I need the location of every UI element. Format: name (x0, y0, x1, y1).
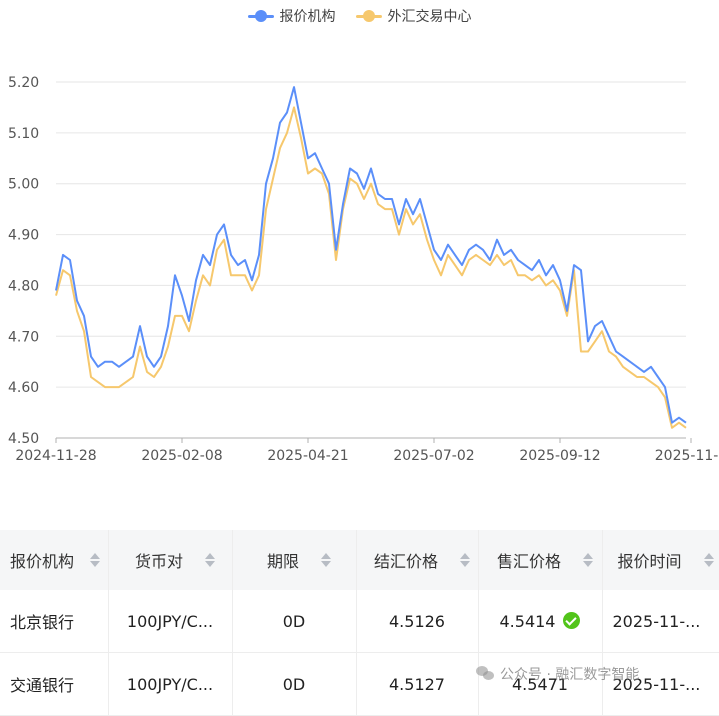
sort-icon[interactable] (703, 553, 714, 567)
header-org-label: 报价机构 (10, 552, 75, 571)
y-tick-label: 4.70 (8, 329, 39, 345)
cell-term: 0D (232, 590, 357, 653)
series-line-bank (55, 86, 687, 424)
header-sell-label: 售汇价格 (496, 552, 561, 571)
cell-sell-value: 4.5414 (499, 611, 556, 631)
cell-org: 交通银行 (0, 652, 109, 716)
sort-icon[interactable] (321, 553, 331, 567)
header-term[interactable]: 期限 (232, 530, 357, 590)
header-buy-label: 结汇价格 (373, 552, 438, 571)
x-tick-label: 2024-11-28 (15, 448, 96, 464)
legend-item-series2[interactable]: 外汇交易中心 (355, 6, 472, 26)
chart-area: 报价机构 外汇交易中心 5.20 5.10 5.00 4.90 4.80 4.70 4.60… (0, 6, 719, 464)
legend-label-series2: 外汇交易中心 (387, 9, 472, 25)
y-tick-label: 5.20 (8, 75, 39, 91)
sort-icon[interactable] (205, 553, 215, 567)
cell-buy: 4.5127 (356, 652, 479, 716)
header-term-label: 期限 (266, 552, 299, 571)
y-tick-label: 4.50 (8, 431, 39, 447)
cell-pair: 100JPY/C... (108, 590, 233, 653)
chart-legend: 报价机构 外汇交易中心 (0, 6, 719, 26)
cell-org: 北京银行 (0, 590, 109, 653)
table-header-row: 报价机构 货币对 期限 结汇价格 售汇价格 报价时间 (0, 530, 719, 590)
y-tick-label: 4.80 (8, 278, 39, 294)
y-tick-label: 5.10 (8, 126, 39, 142)
x-tick-label: 2025-11-2 (655, 448, 719, 464)
header-org[interactable]: 报价机构 (0, 530, 109, 590)
series-line-cfets (55, 106, 687, 429)
legend-swatch-series1 (247, 10, 274, 22)
sort-icon[interactable] (583, 553, 593, 567)
x-tick-label: 2025-07-02 (393, 448, 474, 464)
x-tick-label: 2025-09-12 (519, 448, 600, 464)
x-tick-label: 2025-02-08 (141, 448, 222, 464)
check-icon (563, 611, 581, 629)
table-row[interactable]: 交通银行 100JPY/C... 0D 4.5127 4.5471 2025-1… (0, 652, 719, 716)
header-buy[interactable]: 结汇价格 (356, 530, 479, 590)
line-chart: 5.20 5.10 5.00 4.90 4.80 4.70 4.60 4.502024-11-… (8, 75, 719, 464)
header-time-label: 报价时间 (617, 552, 682, 571)
legend-label-series1: 报价机构 (279, 9, 336, 25)
sort-icon[interactable] (89, 553, 100, 567)
cell-buy: 4.5126 (356, 590, 479, 653)
header-sell[interactable]: 售汇价格 (478, 530, 603, 590)
y-tick-label: 4.60 (8, 380, 39, 396)
cell-time: 2025-11-... (602, 590, 719, 653)
header-time[interactable]: 报价时间 (602, 530, 719, 590)
header-pair[interactable]: 货币对 (108, 530, 233, 590)
legend-swatch-series2 (355, 10, 382, 22)
cell-term: 0D (232, 652, 357, 716)
x-tick-label: 2025-04-21 (267, 448, 348, 464)
table-row[interactable]: 北京银行 100JPY/C... 0D 4.5126 4.5414 2025-1… (0, 590, 719, 653)
cell-time: 2025-11-... (602, 652, 719, 716)
sort-icon[interactable] (460, 553, 470, 567)
y-tick-label: 5.00 (8, 177, 39, 193)
header-pair-label: 货币对 (134, 552, 183, 571)
cell-pair: 100JPY/C... (108, 652, 233, 716)
legend-item-series1[interactable]: 报价机构 (247, 6, 336, 26)
quote-table: 报价机构 货币对 期限 结汇价格 售汇价格 报价时间 北京银行 100JPY/C… (0, 530, 719, 716)
cell-sell: 4.5471 (478, 652, 603, 716)
cell-sell: 4.5414 (478, 590, 603, 653)
y-tick-label: 4.90 (8, 228, 39, 244)
